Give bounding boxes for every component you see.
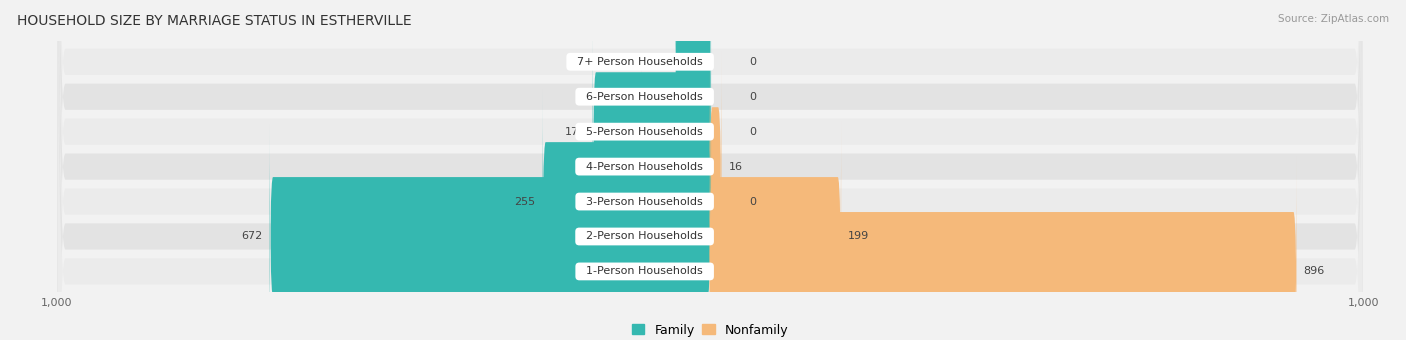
Text: 0: 0	[749, 57, 756, 67]
FancyBboxPatch shape	[58, 0, 1362, 340]
FancyBboxPatch shape	[675, 0, 711, 177]
FancyBboxPatch shape	[641, 51, 711, 282]
Text: 103: 103	[614, 162, 636, 172]
Text: 255: 255	[515, 197, 536, 206]
FancyBboxPatch shape	[58, 0, 1362, 340]
Text: 7+ Person Households: 7+ Person Households	[571, 57, 710, 67]
Text: 0: 0	[749, 127, 756, 137]
Text: 3-Person Households: 3-Person Households	[579, 197, 710, 206]
FancyBboxPatch shape	[270, 121, 711, 340]
Text: HOUSEHOLD SIZE BY MARRIAGE STATUS IN ESTHERVILLE: HOUSEHOLD SIZE BY MARRIAGE STATUS IN EST…	[17, 14, 412, 28]
Text: 4-Person Households: 4-Person Households	[579, 162, 710, 172]
FancyBboxPatch shape	[709, 121, 841, 340]
Text: 199: 199	[848, 232, 869, 241]
FancyBboxPatch shape	[593, 16, 711, 247]
FancyBboxPatch shape	[58, 0, 1362, 340]
FancyBboxPatch shape	[543, 86, 711, 317]
Text: 52: 52	[654, 57, 668, 67]
Text: 2-Person Households: 2-Person Households	[579, 232, 710, 241]
Text: 12: 12	[681, 92, 695, 102]
FancyBboxPatch shape	[709, 51, 721, 282]
Text: 16: 16	[728, 162, 742, 172]
Text: Source: ZipAtlas.com: Source: ZipAtlas.com	[1278, 14, 1389, 23]
Text: 896: 896	[1303, 267, 1324, 276]
FancyBboxPatch shape	[58, 0, 1362, 340]
FancyBboxPatch shape	[709, 156, 1296, 340]
FancyBboxPatch shape	[58, 0, 1362, 340]
FancyBboxPatch shape	[702, 0, 711, 212]
Text: 672: 672	[242, 232, 263, 241]
FancyBboxPatch shape	[58, 0, 1362, 340]
Text: 0: 0	[749, 197, 756, 206]
Text: 0: 0	[749, 92, 756, 102]
FancyBboxPatch shape	[58, 0, 1362, 340]
Text: 6-Person Households: 6-Person Households	[579, 92, 710, 102]
Legend: Family, Nonfamily: Family, Nonfamily	[627, 319, 793, 340]
Text: 1-Person Households: 1-Person Households	[579, 267, 710, 276]
Text: 178: 178	[565, 127, 586, 137]
Text: 5-Person Households: 5-Person Households	[579, 127, 710, 137]
